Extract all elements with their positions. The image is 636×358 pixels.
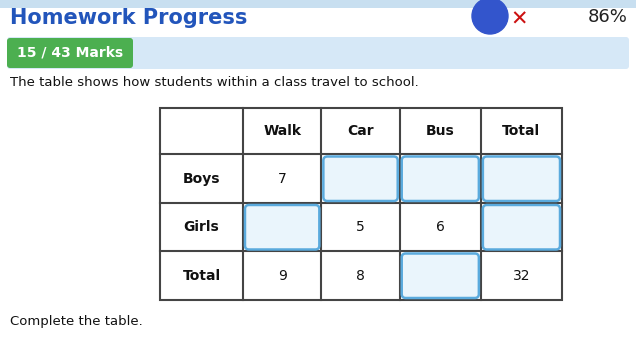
Text: 8: 8 (356, 269, 365, 283)
FancyBboxPatch shape (483, 205, 560, 250)
Text: Car: Car (347, 124, 374, 138)
Text: 5: 5 (356, 220, 365, 234)
FancyBboxPatch shape (245, 205, 319, 250)
Text: 7: 7 (278, 172, 287, 186)
FancyBboxPatch shape (0, 0, 636, 8)
Text: Homework Progress: Homework Progress (10, 8, 247, 28)
FancyBboxPatch shape (402, 156, 479, 201)
Text: The table shows how students within a class travel to school.: The table shows how students within a cl… (10, 76, 418, 89)
FancyBboxPatch shape (7, 38, 133, 68)
Text: Girls: Girls (184, 220, 219, 234)
FancyBboxPatch shape (7, 37, 629, 69)
FancyBboxPatch shape (402, 253, 479, 298)
Circle shape (472, 0, 508, 34)
Text: Bus: Bus (426, 124, 455, 138)
Text: 86%: 86% (588, 8, 628, 26)
Text: 6: 6 (436, 220, 445, 234)
FancyBboxPatch shape (483, 156, 560, 201)
Text: 32: 32 (513, 269, 530, 283)
Text: 15 / 43 Marks: 15 / 43 Marks (17, 46, 123, 60)
Text: Complete the table.: Complete the table. (10, 315, 142, 328)
Text: Boys: Boys (183, 172, 220, 186)
Text: Walk: Walk (263, 124, 301, 138)
Text: 9: 9 (278, 269, 287, 283)
Text: ✕: ✕ (510, 10, 527, 30)
Text: Total: Total (502, 124, 541, 138)
FancyBboxPatch shape (323, 156, 398, 201)
Text: Total: Total (183, 269, 221, 283)
